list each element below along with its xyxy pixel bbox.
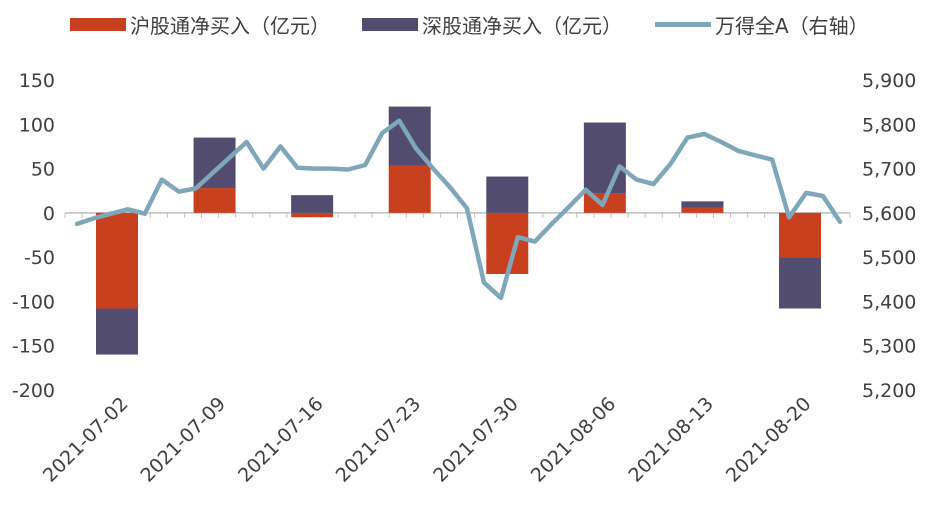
bar-sz bbox=[486, 176, 529, 213]
bar-sh bbox=[779, 212, 821, 258]
bar-sh bbox=[291, 212, 334, 218]
y-left-tick-label: -100 bbox=[12, 291, 55, 313]
bar-sh bbox=[193, 188, 236, 213]
bar-sz bbox=[779, 257, 821, 309]
legend-label-sh: 沪股通净买入（亿元） bbox=[130, 14, 330, 38]
x-tick-label: 2021-07-02 bbox=[39, 393, 133, 487]
bar-sz bbox=[96, 308, 138, 355]
y-left-tick-label: 0 bbox=[43, 203, 55, 225]
legend-swatch-sz bbox=[362, 18, 418, 31]
legend-item-sh: 沪股通净买入（亿元） bbox=[70, 10, 330, 39]
bar-sh bbox=[96, 212, 138, 309]
bar-sh bbox=[388, 165, 431, 213]
bar-sh bbox=[681, 207, 724, 213]
legend: 沪股通净买入（亿元） 深股通净买入（亿元） 万得全A（右轴） bbox=[0, 10, 933, 40]
bar-sz bbox=[291, 195, 334, 213]
x-tick-label: 2021-07-16 bbox=[234, 393, 328, 487]
y-left-tick-label: -150 bbox=[12, 336, 55, 358]
x-tick-label: 2021-08-13 bbox=[624, 393, 718, 487]
y-right-tick-label: 5,700 bbox=[862, 159, 916, 181]
bar-sz bbox=[583, 122, 626, 194]
legend-swatch-wind bbox=[655, 22, 711, 27]
y-left-tick-label: 100 bbox=[19, 114, 55, 136]
legend-label-sz: 深股通净买入（亿元） bbox=[422, 14, 622, 38]
y-left-tick-label: 50 bbox=[31, 159, 55, 181]
legend-item-wind: 万得全A（右轴） bbox=[655, 10, 869, 39]
x-tick-label: 2021-07-30 bbox=[429, 393, 523, 487]
y-right-tick-label: 5,900 bbox=[862, 70, 916, 92]
x-tick-label: 2021-08-20 bbox=[722, 393, 816, 487]
x-tick-label: 2021-07-23 bbox=[332, 393, 426, 487]
y-left-tick-label: 150 bbox=[19, 70, 55, 92]
y-right-tick-label: 5,500 bbox=[862, 247, 916, 269]
y-right-tick-label: 5,800 bbox=[862, 114, 916, 136]
bar-sz bbox=[681, 201, 724, 208]
y-right-tick-label: 5,600 bbox=[862, 203, 916, 225]
bar-sh bbox=[486, 212, 529, 274]
line-wind-a bbox=[74, 118, 843, 301]
y-right-tick-label: 5,200 bbox=[862, 380, 916, 402]
y-right-tick-label: 5,400 bbox=[862, 291, 916, 313]
legend-item-sz: 深股通净买入（亿元） bbox=[362, 10, 622, 39]
legend-label-wind: 万得全A（右轴） bbox=[715, 14, 869, 38]
x-tick-label: 2021-07-09 bbox=[136, 393, 230, 487]
legend-swatch-sh bbox=[70, 18, 126, 31]
y-left-tick-label: -50 bbox=[24, 247, 55, 269]
y-right-tick-label: 5,300 bbox=[862, 336, 916, 358]
bar-sz bbox=[193, 137, 236, 189]
x-tick-label: 2021-08-06 bbox=[527, 393, 621, 487]
y-left-tick-label: -200 bbox=[12, 380, 55, 402]
